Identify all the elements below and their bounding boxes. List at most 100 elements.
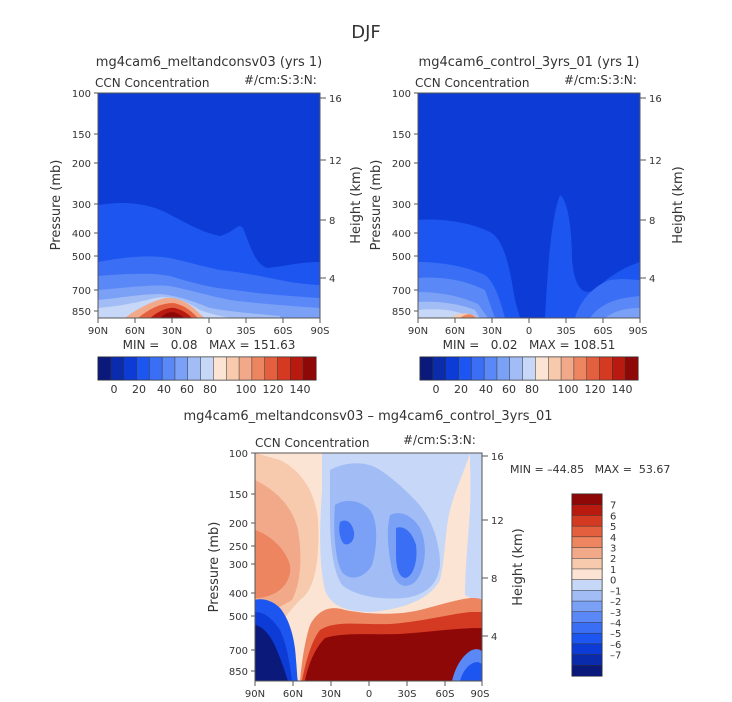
colorbar-swatch xyxy=(483,356,498,381)
colorbar-swatch xyxy=(571,590,603,602)
panel-b-y-tick: 200 xyxy=(392,159,411,170)
panel-b-x-tick: 30N xyxy=(482,326,502,337)
panel-a-y-right-label: Height (km) xyxy=(349,166,364,243)
colorbar-swatch xyxy=(509,356,524,381)
panel-c-y-tick: 500 xyxy=(229,612,248,623)
panel-a-colorbar-tick: 0 xyxy=(111,383,118,396)
panel-b-x-tick: 30S xyxy=(556,326,575,337)
panel-b-y-tick: 400 xyxy=(392,229,411,240)
colorbar-swatch xyxy=(97,356,112,381)
panel-a-contour-l11 xyxy=(160,312,185,318)
colorbar-swatch xyxy=(571,536,603,549)
panel-a-x-tick: 60N xyxy=(125,326,145,337)
panel-a-axes: 90N 60N 30N 0 30S 60S 90S 100 150 200 30… xyxy=(49,89,364,337)
panel-c-colorbar-tick: –4 xyxy=(610,618,621,629)
panel-c-colorbar-tick: –1 xyxy=(610,586,621,597)
panel-a-x-tick: 90N xyxy=(88,326,108,337)
panel-c-y-tick: 300 xyxy=(229,560,248,571)
panel-b-y-tick: 100 xyxy=(392,89,411,100)
panel-b-colorbar-tick: 20 xyxy=(454,383,468,396)
panel-a-colorbar-tick: 140 xyxy=(290,383,311,396)
panel-a-y-tick: 150 xyxy=(72,130,91,141)
colorbar-swatch xyxy=(586,356,601,381)
panel-a: mg4cam6_meltandconsv03 (yrs 1) CCN Conce… xyxy=(49,55,364,396)
panel-b-colorbar-tick: 100 xyxy=(558,383,579,396)
panel-c-y-tick: 850 xyxy=(229,667,248,678)
colorbar-swatch xyxy=(571,579,603,591)
panel-a-units: #/cm:S:3:N: xyxy=(244,73,317,87)
panel-b-colorbar-tick: 80 xyxy=(525,383,539,396)
panel-a-colorbar-tick: 80 xyxy=(203,383,217,396)
panel-c-colorbar-tick: –2 xyxy=(610,597,621,608)
panel-c-field-label: CCN Concentration xyxy=(255,436,369,450)
panel-b-field-label: CCN Concentration xyxy=(415,76,529,90)
colorbar-swatch xyxy=(571,525,603,538)
colorbar-swatch xyxy=(624,356,639,381)
colorbar-swatch xyxy=(200,356,214,381)
panel-c-contours xyxy=(255,453,482,681)
colorbar-swatch xyxy=(496,356,511,381)
panel-b-units: #/cm:S:3:N: xyxy=(564,73,637,87)
panel-c-stats: MIN = –44.85 MAX = 53.67 xyxy=(510,463,670,476)
panel-a-colorbar: 0 20 40 60 80 100 120 140 xyxy=(97,356,317,396)
panel-c-y-tick: 400 xyxy=(229,589,248,600)
panel-c-x-tick: 60N xyxy=(283,689,303,700)
panel-b-y-tick: 850 xyxy=(392,307,411,318)
panel-a-colorbar-tick: 100 xyxy=(236,383,257,396)
colorbar-swatch xyxy=(547,356,562,381)
figure-title: DJF xyxy=(351,22,381,43)
panel-b-colorbar: 0 20 40 60 80 100 120 140 xyxy=(419,356,639,396)
panel-b-x-tick: 60S xyxy=(593,326,612,337)
panel-a-x-tick: 90S xyxy=(310,326,329,337)
panel-b-contours xyxy=(418,93,640,318)
panel-c-colorbar-tick: 7 xyxy=(610,501,616,512)
panel-c-contour-n9 xyxy=(460,662,482,681)
panel-c-x-tick: 90N xyxy=(245,689,265,700)
panel-c-y-tick: 700 xyxy=(229,646,248,657)
panel-a-y-right-tick: 16 xyxy=(329,94,342,105)
panel-b-y-tick: 500 xyxy=(392,252,411,263)
panel-b-y-right-label: Height (km) xyxy=(671,166,686,243)
panel-a-y-tick: 850 xyxy=(72,307,91,318)
colorbar-swatch xyxy=(187,356,202,381)
panel-c-contour-n4 xyxy=(396,527,417,578)
colorbar-swatch xyxy=(277,356,291,381)
panel-b-colorbar-tick: 0 xyxy=(433,383,440,396)
panel-c-title: mg4cam6_meltandconsv03 – mg4cam6_control… xyxy=(183,409,552,424)
panel-c-contour-n1b xyxy=(465,453,482,600)
panel-a-x-tick: 30N xyxy=(162,326,182,337)
panel-b-y-right-tick: 16 xyxy=(649,94,662,105)
panel-c-y-right-tick: 12 xyxy=(491,516,504,527)
colorbar-swatch xyxy=(149,356,163,381)
panel-a-y-tick: 200 xyxy=(72,159,91,170)
colorbar-swatch xyxy=(110,356,125,381)
colorbar-swatch xyxy=(471,356,485,381)
panel-b-x-tick: 90S xyxy=(628,326,647,337)
panel-a-colorbar-tick: 60 xyxy=(180,383,194,396)
colorbar-swatch xyxy=(251,356,266,381)
colorbar-swatch xyxy=(290,356,304,381)
panel-b-axes: 90N 60N 30N 0 30S 60S 90S 100 150 200 30… xyxy=(369,89,686,337)
panel-a-x-tick: 0 xyxy=(206,326,212,337)
panel-b-y-right-tick: 8 xyxy=(649,216,655,227)
panel-c-y-tick: 150 xyxy=(229,490,248,501)
panel-b-y-right-tick: 12 xyxy=(649,156,662,167)
panel-b-colorbar-tick: 60 xyxy=(502,383,516,396)
colorbar-swatch xyxy=(419,356,434,381)
panel-a-title: mg4cam6_meltandconsv03 (yrs 1) xyxy=(96,55,322,70)
panel-a-y-tick: 300 xyxy=(72,200,91,211)
colorbar-swatch xyxy=(174,356,189,381)
panel-c-colorbar-tick: –3 xyxy=(610,608,621,619)
panel-a-y-tick: 400 xyxy=(72,229,91,240)
panel-b-x-tick: 60N xyxy=(445,326,465,337)
colorbar-swatch xyxy=(136,356,150,381)
colorbar-swatch xyxy=(571,493,603,506)
panel-c-contour-p6 xyxy=(305,628,482,681)
colorbar-swatch xyxy=(571,568,603,581)
panel-c-y-right-tick: 16 xyxy=(491,452,504,463)
panel-a-y-label: Pressure (mb) xyxy=(49,160,64,251)
colorbar-swatch xyxy=(535,356,549,381)
colorbar-swatch xyxy=(571,504,603,516)
colorbar-swatch xyxy=(571,632,603,645)
